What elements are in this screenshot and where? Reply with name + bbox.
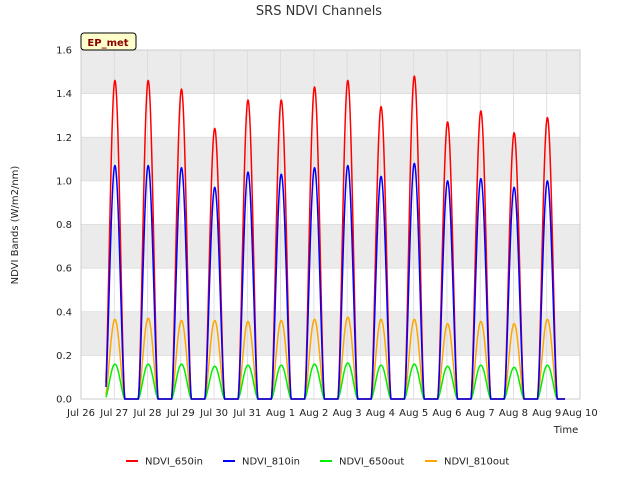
y-tick-label: 1.6 xyxy=(56,46,72,57)
y-tick-label: 0.6 xyxy=(56,264,72,275)
plot-band xyxy=(81,311,580,356)
ep-met-badge: EP_met xyxy=(80,32,137,51)
x-tick-label: Jul 27 xyxy=(99,408,128,419)
y-tick-label: 0.8 xyxy=(56,220,72,231)
legend-label: NDVI_810out xyxy=(444,457,509,468)
x-tick-label: Aug 7 xyxy=(466,408,495,419)
badge-label: EP_met xyxy=(87,38,128,49)
y-tick-label: 1.4 xyxy=(56,89,72,100)
plot-band xyxy=(81,50,580,94)
legend: NDVI_650in NDVI_810in NDVI_650out NDVI_810o… xyxy=(126,457,509,468)
x-axis-title: Time xyxy=(553,425,578,436)
x-tick-label: Jul 30 xyxy=(199,408,228,419)
y-tick-label: 1.0 xyxy=(56,176,72,187)
y-tick-label: 0.2 xyxy=(56,351,72,362)
plot-band xyxy=(81,137,580,181)
x-tick-label: Jul 28 xyxy=(133,408,162,419)
y-tick-label: 1.2 xyxy=(56,133,72,144)
x-tick-labels: Jul 26 Jul 27 Jul 28 Jul 29 Jul 30 Jul 31 Aug … xyxy=(66,408,598,419)
y-axis-title: NDVI Bands (W/m2/nm) xyxy=(10,166,21,285)
x-tick-label: Aug 10 xyxy=(562,408,597,419)
badge-box xyxy=(80,32,137,51)
x-tick-label: Aug 4 xyxy=(366,408,395,419)
series-lines xyxy=(105,75,566,400)
x-tick-label: Jul 31 xyxy=(232,408,261,419)
plot-band xyxy=(81,224,580,269)
plot-background-bands xyxy=(81,50,580,356)
x-tick-label: Aug 2 xyxy=(299,408,328,419)
x-tick-label: Jul 29 xyxy=(166,408,195,419)
x-tick-label: Aug 9 xyxy=(532,408,561,419)
x-tick-label: Jul 26 xyxy=(66,408,95,419)
legend-label: NDVI_650in xyxy=(145,457,203,468)
x-tick-label: Aug 5 xyxy=(399,408,428,419)
legend-label: NDVI_810in xyxy=(242,457,300,468)
y-tick-label: 0.4 xyxy=(56,307,72,318)
x-tick-label: Aug 6 xyxy=(432,408,461,419)
y-tick-label: 0.0 xyxy=(56,395,72,406)
legend-label: NDVI_650out xyxy=(339,457,404,468)
x-tick-label: Aug 3 xyxy=(333,408,362,419)
x-tick-label: Aug 8 xyxy=(499,408,528,419)
chart-title: SRS NDVI Channels xyxy=(256,4,382,19)
x-tick-label: Aug 1 xyxy=(266,408,295,419)
series-line-ndvi-810in xyxy=(105,162,566,400)
y-tick-labels: 0.0 0.2 0.4 0.6 0.8 1.0 1.2 1.4 1.6 xyxy=(56,46,72,406)
